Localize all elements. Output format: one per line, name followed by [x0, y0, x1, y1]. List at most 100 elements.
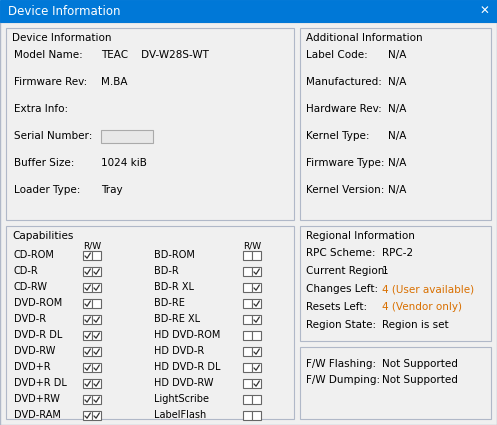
Text: Serial Number:: Serial Number:	[14, 131, 92, 141]
Bar	[92, 251, 101, 260]
Text: BD-RE: BD-RE	[154, 298, 185, 308]
Text: Kernel Type:: Kernel Type:	[306, 131, 369, 141]
Text: Label Code:: Label Code:	[306, 50, 368, 60]
Bar	[92, 395, 101, 404]
Text: Buffer Size:: Buffer Size:	[14, 158, 75, 168]
Bar	[243, 395, 252, 404]
Text: Manufactured:: Manufactured:	[306, 77, 382, 87]
Text: Capabilities: Capabilities	[12, 231, 74, 241]
Bar	[252, 251, 261, 260]
Text: BD-R: BD-R	[154, 266, 179, 276]
Bar	[252, 363, 261, 372]
Text: Tray: Tray	[101, 185, 123, 195]
Text: CD-ROM: CD-ROM	[14, 250, 55, 260]
Bar	[92, 347, 101, 356]
Text: DVD-ROM: DVD-ROM	[14, 298, 62, 308]
Text: LightScribe: LightScribe	[154, 394, 209, 404]
Bar	[6, 28, 294, 220]
Bar	[83, 251, 92, 260]
Bar	[83, 395, 92, 404]
Bar	[243, 379, 252, 388]
Text: Not Supported: Not Supported	[382, 375, 458, 385]
Bar	[243, 315, 252, 324]
Text: N/A: N/A	[388, 50, 407, 60]
Bar	[92, 315, 101, 324]
Text: R/W: R/W	[83, 241, 101, 250]
Bar	[252, 395, 261, 404]
Text: N/A: N/A	[388, 158, 407, 168]
Bar	[252, 315, 261, 324]
Text: N/A: N/A	[388, 131, 407, 141]
Text: RPC-2: RPC-2	[382, 248, 413, 258]
Text: Extra Info:: Extra Info:	[14, 104, 68, 114]
Bar	[92, 283, 101, 292]
Bar	[252, 379, 261, 388]
Bar	[83, 347, 92, 356]
Text: CD-R: CD-R	[14, 266, 39, 276]
Text: 4 (Vendor only): 4 (Vendor only)	[382, 302, 462, 312]
Bar	[83, 299, 92, 308]
Bar	[252, 283, 261, 292]
Bar	[300, 28, 491, 220]
Text: HD DVD-R DL: HD DVD-R DL	[154, 362, 221, 372]
Bar	[243, 363, 252, 372]
Text: DVD-RAM: DVD-RAM	[14, 410, 61, 420]
Text: DVD-RW: DVD-RW	[14, 346, 55, 356]
Text: HD DVD-R: HD DVD-R	[154, 346, 204, 356]
Bar	[83, 267, 92, 276]
Text: Loader Type:: Loader Type:	[14, 185, 81, 195]
Bar	[92, 379, 101, 388]
Bar	[243, 347, 252, 356]
Bar	[300, 226, 491, 341]
Bar	[83, 379, 92, 388]
Text: Additional Information: Additional Information	[306, 33, 422, 43]
Text: Hardware Rev:: Hardware Rev:	[306, 104, 382, 114]
Text: Device Information: Device Information	[8, 5, 120, 17]
Bar	[92, 267, 101, 276]
Text: Region State:: Region State:	[306, 320, 376, 330]
Bar	[243, 331, 252, 340]
Text: M.BA: M.BA	[101, 77, 128, 87]
Bar	[252, 347, 261, 356]
Text: N/A: N/A	[388, 104, 407, 114]
Bar	[243, 283, 252, 292]
Text: Firmware Type:: Firmware Type:	[306, 158, 385, 168]
Bar	[92, 411, 101, 420]
Text: DVD+R DL: DVD+R DL	[14, 378, 67, 388]
Text: DVD+R: DVD+R	[14, 362, 51, 372]
Text: R/W: R/W	[243, 241, 261, 250]
Text: TEAC    DV-W28S-WT: TEAC DV-W28S-WT	[101, 50, 209, 60]
Text: Region is set: Region is set	[382, 320, 449, 330]
Text: Regional Information: Regional Information	[306, 231, 415, 241]
Text: CD-RW: CD-RW	[14, 282, 48, 292]
Bar	[252, 267, 261, 276]
Text: Resets Left:: Resets Left:	[306, 302, 367, 312]
Text: Device Information: Device Information	[12, 33, 111, 43]
Bar	[243, 411, 252, 420]
Text: Changes Left:: Changes Left:	[306, 284, 378, 294]
Text: RPC Scheme:: RPC Scheme:	[306, 248, 376, 258]
Text: F/W Flashing:: F/W Flashing:	[306, 359, 376, 369]
Bar	[83, 283, 92, 292]
Text: N/A: N/A	[388, 185, 407, 195]
Bar	[83, 315, 92, 324]
Bar	[83, 331, 92, 340]
Text: Current Region:: Current Region:	[306, 266, 388, 276]
Bar	[243, 267, 252, 276]
Bar	[92, 299, 101, 308]
Text: DVD-R DL: DVD-R DL	[14, 330, 63, 340]
Text: 4 (User available): 4 (User available)	[382, 284, 474, 294]
Bar	[252, 331, 261, 340]
Text: N/A: N/A	[388, 77, 407, 87]
Text: DVD+RW: DVD+RW	[14, 394, 60, 404]
Text: BD-RE XL: BD-RE XL	[154, 314, 200, 324]
Text: LabelFlash: LabelFlash	[154, 410, 206, 420]
Bar	[83, 363, 92, 372]
Text: HD DVD-ROM: HD DVD-ROM	[154, 330, 220, 340]
Text: Not Supported: Not Supported	[382, 359, 458, 369]
Bar	[83, 411, 92, 420]
Text: DVD-R: DVD-R	[14, 314, 46, 324]
Bar	[6, 226, 294, 419]
Bar	[92, 363, 101, 372]
Bar	[101, 130, 153, 143]
